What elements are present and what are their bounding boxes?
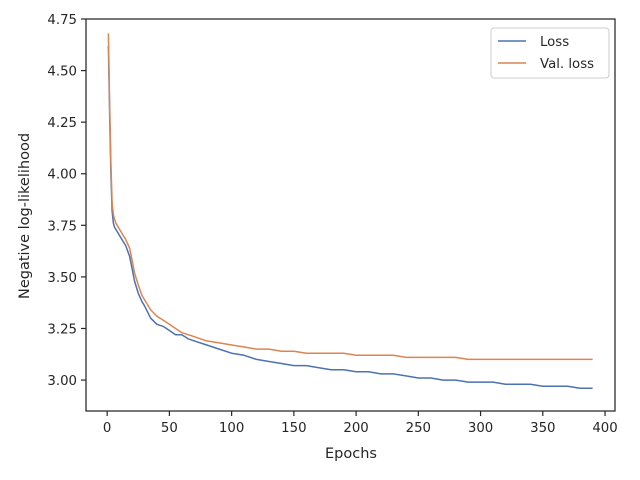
x-tick-label: 350 <box>530 421 555 436</box>
legend-label-val-loss: Val. loss <box>540 57 594 72</box>
y-tick-label: 3.75 <box>47 219 77 234</box>
x-tick-label: 200 <box>343 421 368 436</box>
x-tick-label: 250 <box>406 421 431 436</box>
y-tick-label: 3.25 <box>47 322 77 337</box>
y-tick-label: 4.25 <box>47 116 77 131</box>
x-tick-label: 100 <box>219 421 244 436</box>
y-tick-label: 3.50 <box>47 271 77 286</box>
y-tick-label: 4.00 <box>47 168 77 183</box>
series-line-val-loss <box>107 33 593 361</box>
legend-label-loss: Loss <box>540 35 569 50</box>
y-tick-label: 4.50 <box>47 65 77 80</box>
x-tick-label: 400 <box>592 421 617 436</box>
series-line-loss <box>107 45 593 390</box>
ticks <box>81 18 606 416</box>
y-tick-label: 4.75 <box>47 13 77 28</box>
x-tick-label: 50 <box>161 421 178 436</box>
x-axis-label: Epochs <box>325 446 377 462</box>
x-tick-label: 0 <box>103 421 111 436</box>
y-axis-label: Negative log-likelihood <box>17 133 33 299</box>
tick-labels: 0 50 100 150 200 250 300 350 400 3.00 3.25 3.50 3.75… <box>47 13 617 436</box>
legend: Loss Val. loss <box>490 27 610 79</box>
x-tick-label: 150 <box>281 421 306 436</box>
x-tick-label: 300 <box>468 421 493 436</box>
plot-frame <box>85 18 616 412</box>
series-layer <box>107 33 593 390</box>
y-tick-label: 3.00 <box>47 374 77 389</box>
